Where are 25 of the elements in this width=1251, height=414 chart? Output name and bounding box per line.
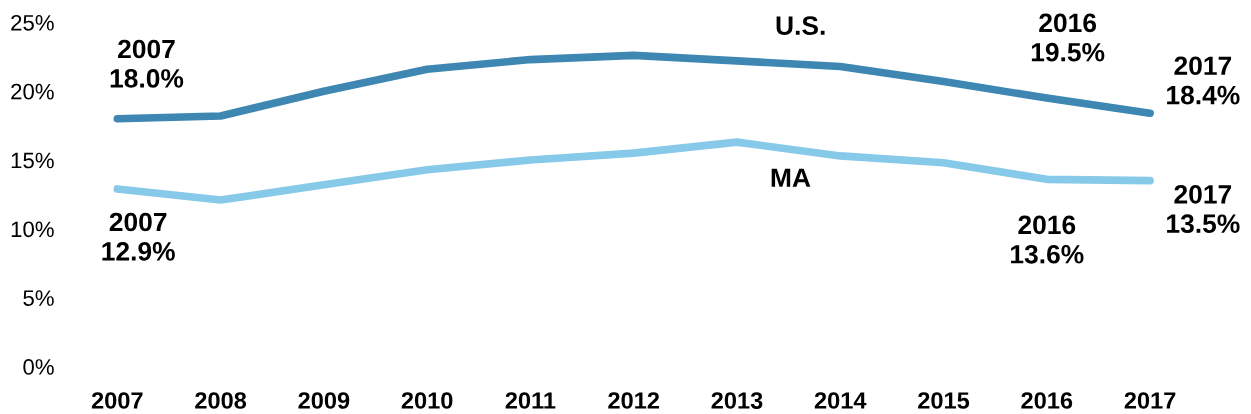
annotation: 2007 18.0% xyxy=(110,39,184,88)
x-tick-label: 2010 xyxy=(401,392,453,409)
y-tick-label: 0% xyxy=(23,359,54,375)
y-tick-label: 20% xyxy=(11,83,54,100)
x-tick-label: 2011 xyxy=(505,392,556,409)
x-tick-label: 2007 xyxy=(91,392,143,409)
annotation: 2007 12.9% xyxy=(102,212,175,261)
y-tick-label: 5% xyxy=(23,290,54,306)
y-tick-label: 10% xyxy=(11,221,54,238)
x-tick-label: 2009 xyxy=(298,392,350,409)
x-tick-label: 2014 xyxy=(814,392,867,409)
y-tick-label: 25% xyxy=(11,14,54,31)
annotation: 2016 19.5% xyxy=(1031,13,1105,62)
series-label: U.S. xyxy=(776,16,825,35)
annotation: 2017 13.5% xyxy=(1167,184,1240,234)
x-tick-label: 2013 xyxy=(711,392,763,409)
x-tick-label: 2008 xyxy=(195,392,247,409)
series-label: MA xyxy=(771,168,811,187)
x-tick-label: 2016 xyxy=(1021,392,1073,409)
x-tick-label: 2012 xyxy=(608,392,660,409)
annotation: 2017 18.4% xyxy=(1167,56,1240,105)
annotation: 2016 13.6% xyxy=(1011,215,1084,264)
x-tick-label: 2017 xyxy=(1124,392,1176,409)
x-tick-label: 2015 xyxy=(918,392,970,409)
y-tick-label: 15% xyxy=(11,152,54,169)
